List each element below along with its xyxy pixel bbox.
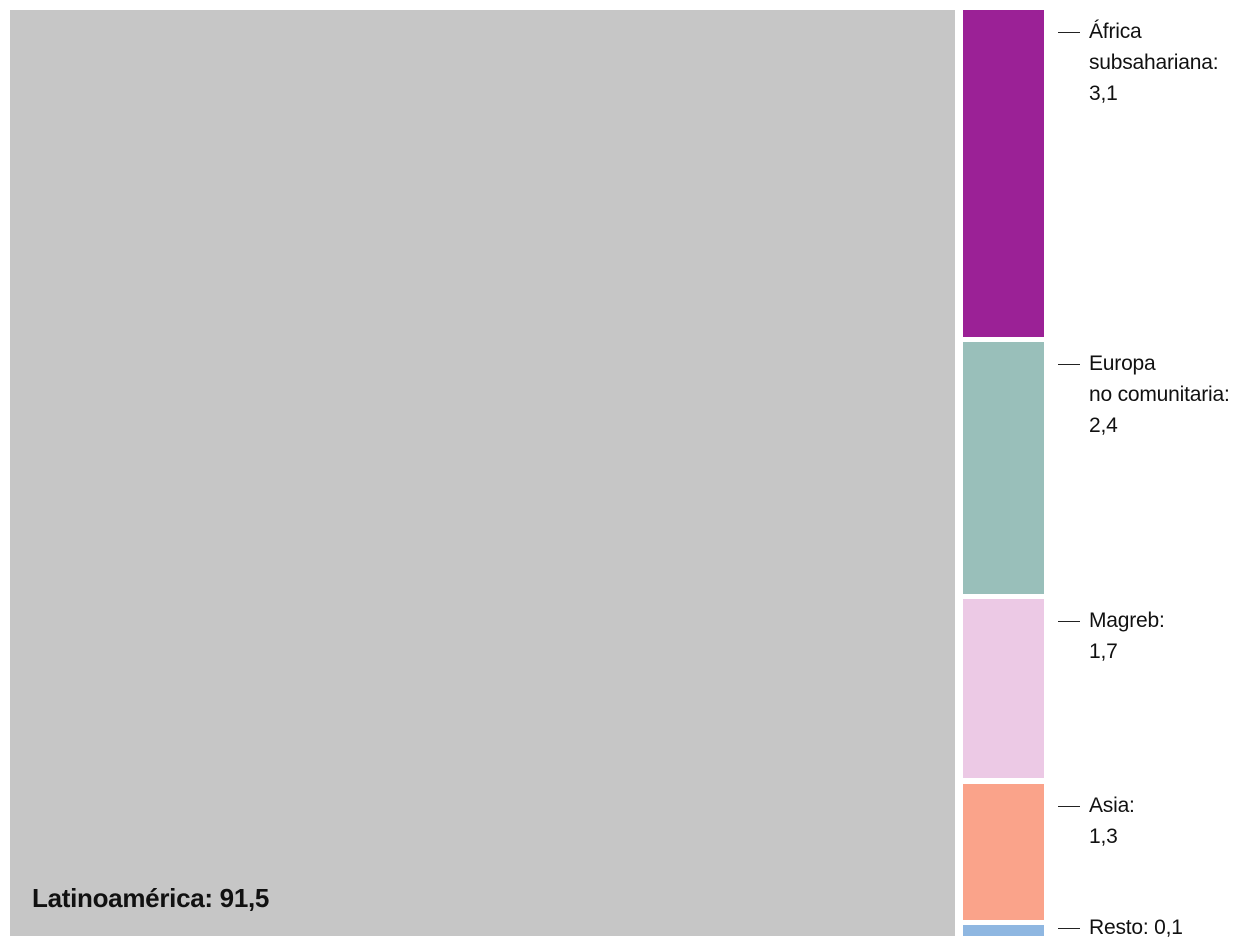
label-asia: Asia: 1,3: [1089, 790, 1135, 852]
tile-resto: [963, 925, 1044, 936]
label-line: África: [1089, 20, 1142, 43]
label-line: Magreb:: [1089, 609, 1165, 633]
label-line: no comunitaria:: [1089, 382, 1230, 406]
label-line: 2,4: [1089, 413, 1118, 437]
label-line: 1,7: [1089, 640, 1118, 664]
leader-line-resto: [1058, 928, 1080, 929]
label-line: Europa: [1089, 351, 1156, 375]
label-line: 1,3: [1089, 824, 1118, 848]
tile-europa-no-comunitaria: [963, 341, 1044, 595]
label-line: 3,1: [1089, 82, 1118, 105]
label-line: subsahariana:: [1089, 51, 1219, 74]
tile-asia: [963, 783, 1044, 921]
tile-africa-subsahariana: [963, 10, 1044, 337]
label-line: Asia:: [1089, 793, 1135, 817]
leader-line-magreb: [1058, 621, 1080, 623]
label-magreb: Magreb: 1,7: [1089, 605, 1165, 667]
leader-line-africa-subsahariana: [1058, 32, 1080, 33]
leader-line-asia: [1058, 805, 1080, 807]
label-latinoamerica: Latinoamérica: 91,5: [32, 883, 270, 913]
tile-latinoamerica: [10, 10, 955, 936]
label-europa-no-comunitaria: Europa no comunitaria: 2,4: [1089, 348, 1230, 441]
label-africa-subsahariana: África subsahariana: 3,1: [1089, 16, 1219, 109]
label-line: Resto: 0,1: [1089, 916, 1183, 939]
label-resto: Resto: 0,1: [1089, 912, 1183, 943]
tile-magreb: [963, 599, 1044, 779]
leader-line-europa-no-comunitaria: [1058, 363, 1080, 365]
